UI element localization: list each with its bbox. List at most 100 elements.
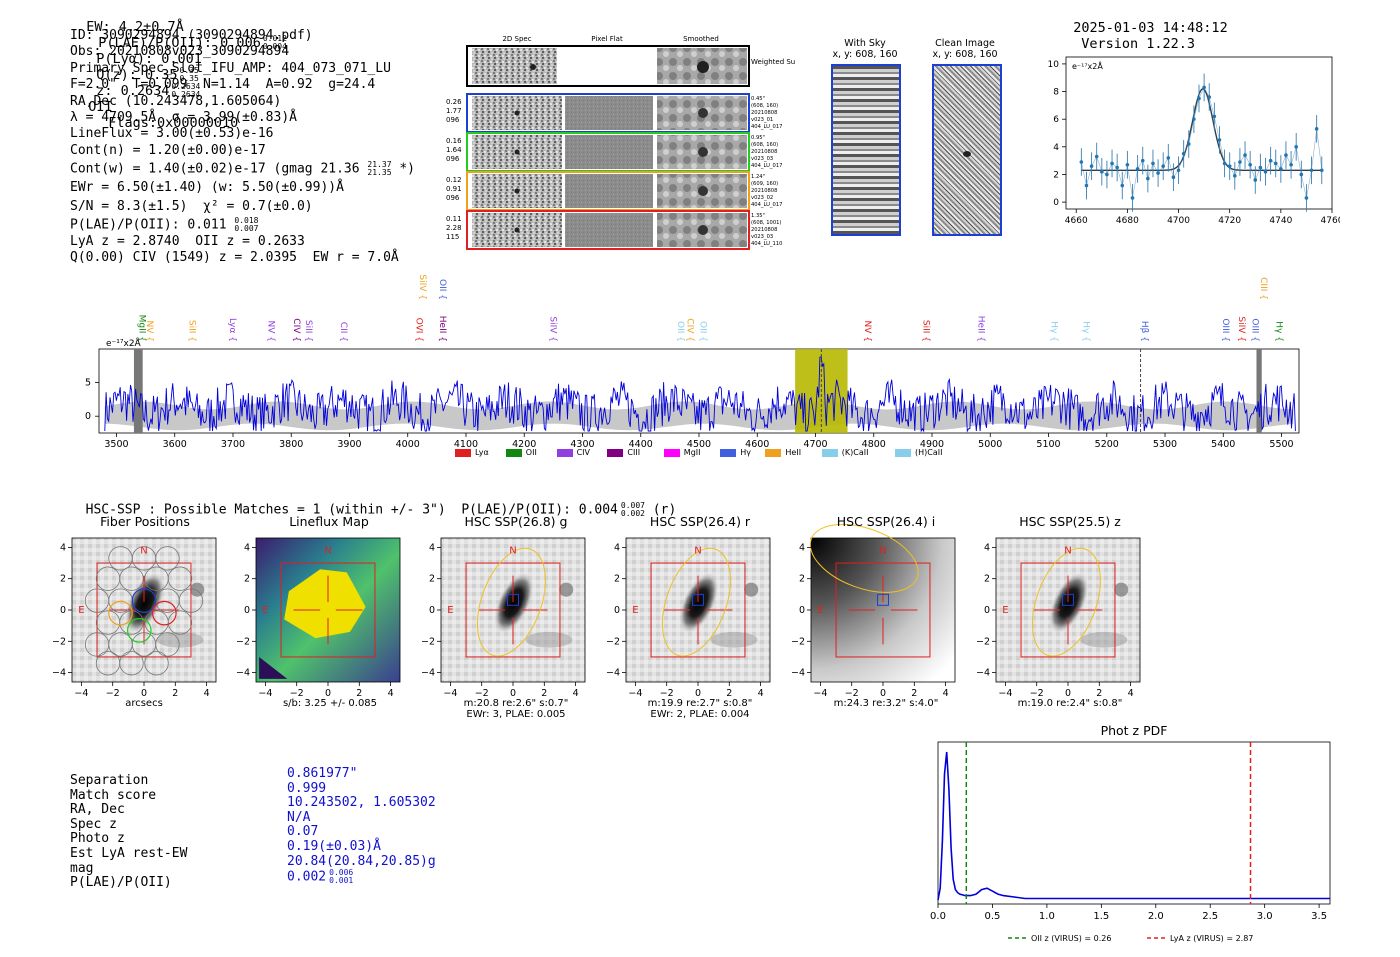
zoom-data-point bbox=[1222, 161, 1227, 166]
spectrum-xtick-label: 5100 bbox=[1036, 439, 1060, 450]
hsc-title: HSC-SSP : Possible Matches = 1 (within +… bbox=[85, 502, 618, 518]
panel-caption-hsc-g: m:20.8 re:2.6" s:0.7" EWr: 3, PLAE: 0.005 bbox=[436, 698, 596, 720]
zoom-data-point bbox=[1186, 142, 1191, 146]
hsc-plae-hi: 0.007 bbox=[620, 501, 645, 510]
photz-legend-lya: LyA z (VIRUS) = 2.87 bbox=[1170, 934, 1253, 943]
zoom-ytick-label: 6 bbox=[1053, 115, 1059, 125]
hsc-xtick-label: −2 bbox=[845, 688, 859, 699]
cutout-source bbox=[514, 188, 520, 194]
cutout-left-label: 096 bbox=[446, 194, 460, 202]
hsc-source-box bbox=[507, 593, 519, 606]
info-obs: Obs: 20210808v023_3090294894 bbox=[70, 44, 290, 60]
panel-title-hsc-z: HSC SSP(25.5) z bbox=[1019, 514, 1121, 529]
zoom-data-point bbox=[1227, 164, 1232, 168]
legend-swatch bbox=[895, 449, 911, 457]
spectrum-xtick-label: 4800 bbox=[862, 439, 886, 450]
legend-label: HeII bbox=[785, 448, 802, 457]
cutout-left-label: 0.16 bbox=[446, 137, 462, 145]
cutout-right-label: 20210808 bbox=[751, 149, 777, 155]
hsc-ytick-label: 2 bbox=[614, 574, 620, 585]
spectrum-xtick-label: 3700 bbox=[221, 439, 245, 450]
legend-label: MgII bbox=[683, 448, 701, 457]
north-label: N bbox=[140, 546, 147, 557]
zoom-ylabel: e⁻¹⁷x2Å bbox=[1072, 60, 1103, 71]
cutout-right-label: (608, 160) bbox=[751, 142, 778, 148]
spectrum-line-label: NV { bbox=[144, 321, 154, 342]
zoom-data-point bbox=[1294, 145, 1298, 149]
zoom-data-point bbox=[1100, 169, 1104, 174]
hsc-ytick-label: −2 bbox=[52, 636, 66, 647]
hsc-ytick-label: 4 bbox=[429, 542, 435, 553]
spectrum-line-label: Hβ { bbox=[1139, 321, 1149, 342]
fiber-cutouts: 2D Spec Pixel Flat Smoothed Weighted Sum… bbox=[445, 30, 802, 260]
spectrum-xtick-label: 5200 bbox=[1095, 439, 1119, 450]
weighted-sum-label: Weighted Sum bbox=[751, 58, 795, 66]
info-contw-text: Cont(w) = 1.40(±0.02)e-17 (gmag 21.36 bbox=[70, 161, 360, 177]
zoom-data-point bbox=[1253, 178, 1258, 182]
hsc-aperture-box bbox=[96, 562, 192, 658]
cutout-right-label: (609, 160) bbox=[751, 181, 778, 187]
info-id: ID: 3090294894 (3090294894.pdf) bbox=[70, 28, 313, 43]
hsc-ytick-label: −4 bbox=[236, 668, 250, 679]
fiber-circle-highlight bbox=[152, 600, 177, 626]
header-z: z: 0.2634 bbox=[96, 83, 170, 99]
fiber-circle bbox=[144, 651, 169, 676]
zoom-data-point bbox=[1243, 153, 1247, 157]
hsc-plae-lo: 0.002 bbox=[620, 509, 645, 518]
match-value: 10.243502, 1.605302 bbox=[287, 795, 436, 811]
hsc-source-box bbox=[1062, 593, 1074, 606]
fiber-circle bbox=[119, 566, 144, 591]
photz-legend-oii: OII z (VIRUS) = 0.26 bbox=[1031, 934, 1111, 943]
weighted-sum-source bbox=[530, 64, 536, 70]
spectrum-line-label: SiII { bbox=[303, 320, 313, 342]
panel-title-lineflux-map: Lineflux Map bbox=[289, 514, 369, 529]
hsc-xtick-label: 4 bbox=[388, 688, 394, 699]
hsc-ytick-label: 4 bbox=[984, 542, 990, 553]
east-label: E bbox=[447, 605, 453, 616]
panel-caption-hsc-g-1: m:20.8 re:2.6" s:0.7" bbox=[463, 698, 569, 709]
spectrum-line-label: OIII { bbox=[1220, 318, 1230, 342]
neighbor-source bbox=[559, 582, 574, 597]
zoom-plot-frame bbox=[1065, 56, 1333, 210]
spectrum-line-label: OIII { bbox=[1249, 318, 1259, 342]
cutout-left-label: 0.12 bbox=[446, 176, 462, 184]
zoom-data-point bbox=[1151, 161, 1155, 166]
spectrum-line-label: OVI { bbox=[414, 318, 424, 342]
header-z-lo: 0.2634 bbox=[171, 90, 201, 99]
cutout-pixelflat bbox=[565, 135, 653, 169]
spectrum-line-label: OII { bbox=[675, 321, 685, 342]
panel-title-hsc-g: HSC SSP(26.8) g bbox=[464, 514, 568, 529]
zoom-data-point bbox=[1115, 165, 1119, 170]
clean-image-source bbox=[963, 151, 971, 157]
full-spectrum-svg: e⁻¹⁷x2Å 3500 3600 3700 3800 3900 4000 4100 4200… bbox=[85, 274, 1300, 450]
hsc-xtick-label: −4 bbox=[74, 688, 88, 699]
spectrum-flux-line bbox=[104, 356, 1296, 433]
hsc-xtick-label: −2 bbox=[1030, 688, 1044, 699]
neighbor-source bbox=[525, 631, 573, 648]
zoom-data-point bbox=[1319, 168, 1324, 173]
spectrum-xtick-label: 4000 bbox=[396, 439, 420, 450]
hsc-ytick-label: −4 bbox=[976, 668, 990, 679]
zoom-data-point bbox=[1176, 168, 1181, 173]
info-lya: LyA z = 2.8740 OII z = 0.2633 bbox=[70, 233, 305, 249]
hsc-panel-image bbox=[810, 537, 956, 683]
info-ewr: EWr = 6.50(±1.40) (w: 5.50(±0.99))Å bbox=[70, 180, 344, 196]
spectrum-xtick-label: 4500 bbox=[687, 439, 711, 450]
cutout-left-label: 096 bbox=[446, 116, 460, 124]
legend-swatch bbox=[455, 449, 471, 457]
header-version: Version 1.22.3 bbox=[1081, 36, 1196, 52]
hsc-ytick-label: 0 bbox=[799, 605, 805, 616]
hsc-xtick-label: 0 bbox=[510, 688, 516, 699]
galaxy-image bbox=[678, 572, 719, 634]
hsc-source-box bbox=[877, 593, 889, 606]
hsc-xtick-label: 4 bbox=[573, 688, 579, 699]
zoom-data-point bbox=[1233, 174, 1237, 178]
sky-coords: x, y: 608, 160 bbox=[832, 49, 898, 60]
col-header-smoothed: Smoothed bbox=[683, 35, 719, 43]
north-label: N bbox=[509, 546, 516, 557]
match-labels: Separation Match score RA, Dec Spec z Photo … bbox=[70, 773, 187, 891]
match-label: Separation bbox=[70, 773, 149, 788]
north-label: N bbox=[324, 546, 331, 557]
match-value: 0.999 bbox=[287, 780, 327, 796]
